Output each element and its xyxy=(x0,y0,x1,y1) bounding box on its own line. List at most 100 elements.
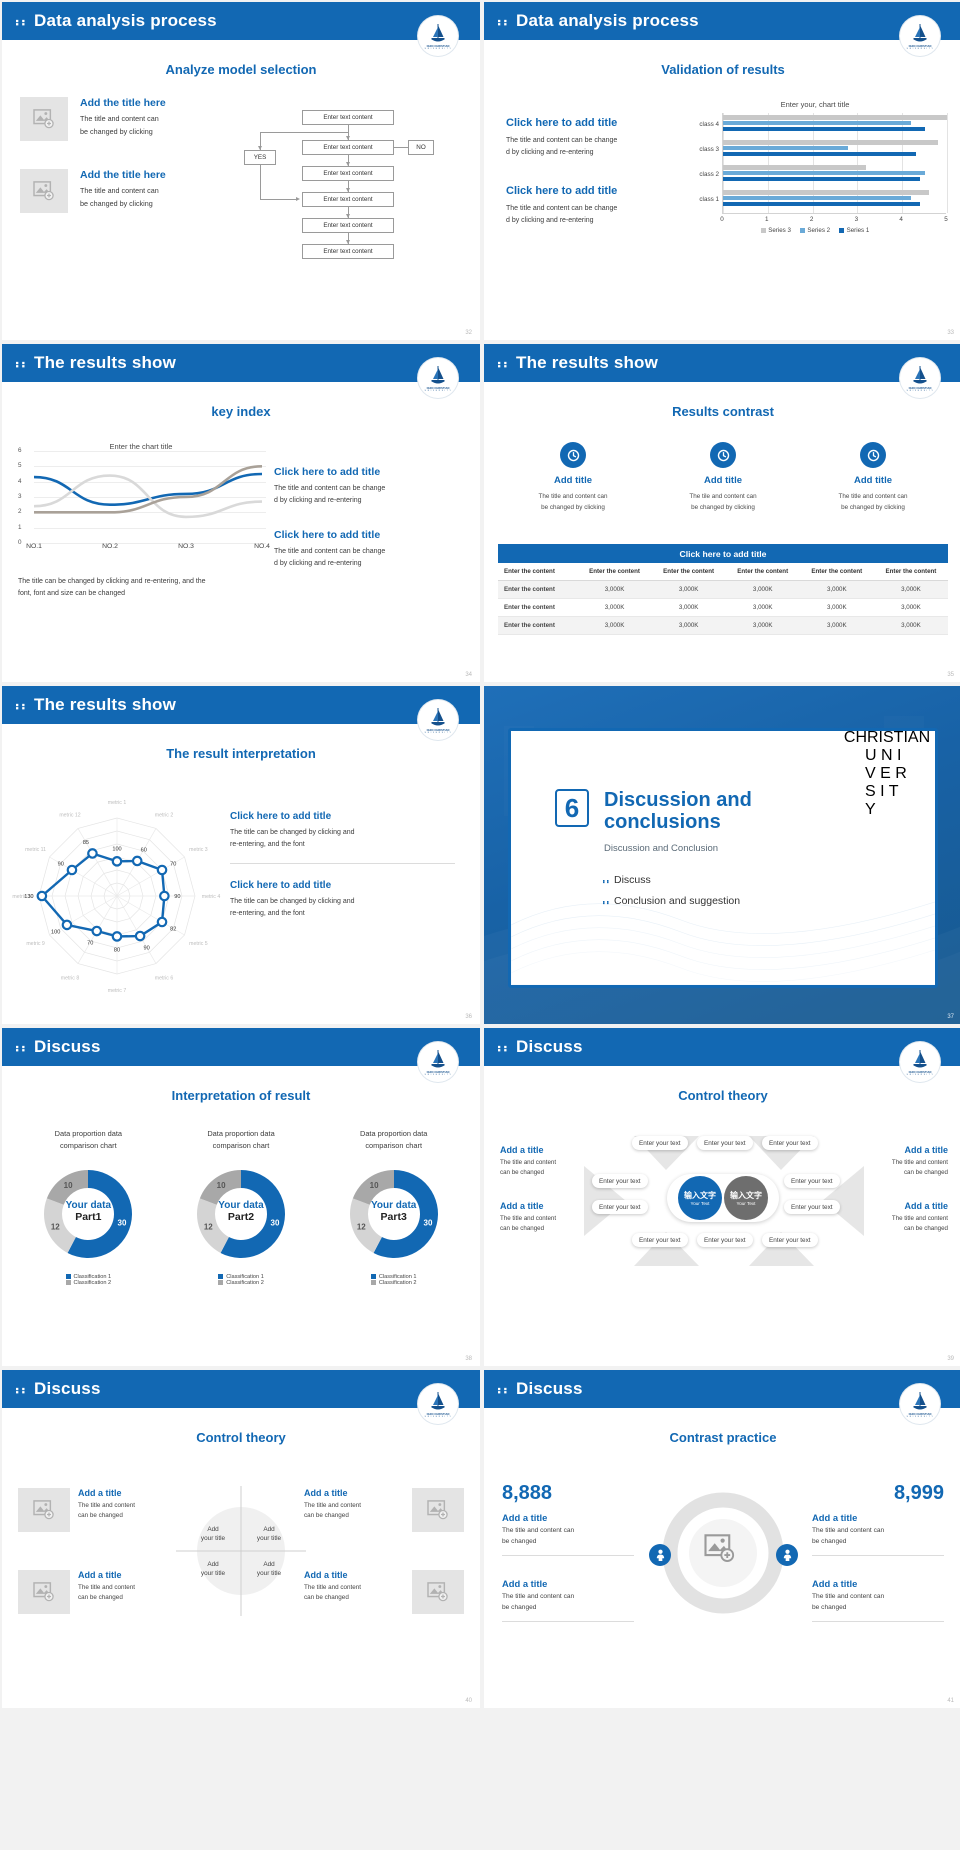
donut-slice[interactable] xyxy=(199,1169,241,1205)
legend-item[interactable]: Classification 2 xyxy=(218,1279,264,1286)
ring-image-placeholder[interactable] xyxy=(704,1534,736,1568)
bar-group[interactable]: class 1 xyxy=(699,190,946,208)
slide-result-interpretation[interactable]: :: The results show OHIO CHRISTIAN U N I… xyxy=(2,686,480,1024)
legend-item[interactable]: Classification 1 xyxy=(370,1273,416,1280)
quadrant-diagram[interactable]: Add your title Add your title Add your t… xyxy=(176,1486,306,1616)
bar-series-1[interactable] xyxy=(723,126,925,132)
result-card[interactable]: Add title The tile and content can be ch… xyxy=(648,442,798,513)
radar-point[interactable] xyxy=(91,925,103,937)
donut-slice[interactable] xyxy=(197,1198,229,1253)
pill-bottom-1[interactable]: Enter your text xyxy=(632,1233,688,1247)
radar-point[interactable] xyxy=(61,919,73,931)
slide-results-contrast[interactable]: :: The results show OHIO CHRISTIAN U N I… xyxy=(484,344,960,682)
table-row[interactable]: Enter the content 3,000K 3,000K 3,000K 3,000… xyxy=(498,616,948,635)
donut-chart[interactable]: Data proportion data comparison chart 30 12… xyxy=(12,1128,165,1289)
legend-item[interactable]: Classification 2 xyxy=(370,1279,416,1286)
radar-point[interactable] xyxy=(156,916,168,928)
image-placeholder[interactable] xyxy=(412,1488,464,1532)
bar-series-2[interactable] xyxy=(723,120,912,126)
radar-point[interactable] xyxy=(134,930,146,942)
radar-chart[interactable]: metric 1 metric 2 metric 3 metric 4 metric 5… xyxy=(10,796,225,996)
core-circle-gray[interactable]: 输入文字 Your Text xyxy=(724,1176,768,1220)
bar-series-1[interactable] xyxy=(723,176,921,182)
flow-box-4[interactable]: Enter text content xyxy=(302,192,394,207)
radar-point[interactable] xyxy=(156,864,168,876)
legend-item[interactable]: Classification 2 xyxy=(65,1279,111,1286)
radar-point[interactable] xyxy=(36,890,48,902)
pill-top-3[interactable]: Enter your text xyxy=(762,1136,818,1150)
content-item[interactable]: Add the title here The title and content… xyxy=(20,169,230,213)
flow-decision-no[interactable]: NO xyxy=(408,140,434,155)
pill-top-2[interactable]: Enter your text xyxy=(697,1136,753,1150)
quad-label-4[interactable]: Add your title xyxy=(246,1561,292,1578)
slide-data-analysis-process-2[interactable]: :: Data analysis process OHIO CHRISTIAN … xyxy=(484,2,960,340)
donut-slice[interactable] xyxy=(373,1169,438,1258)
donut-slice[interactable] xyxy=(352,1169,394,1205)
pill-left-1[interactable]: Enter your text xyxy=(592,1174,648,1188)
image-placeholder[interactable] xyxy=(412,1570,464,1614)
donut-slice[interactable] xyxy=(47,1169,89,1205)
pill-left-2[interactable]: Enter your text xyxy=(592,1200,648,1214)
table-row[interactable]: Enter the content 3,000K 3,000K 3,000K 3,000… xyxy=(498,580,948,599)
donut-slice[interactable] xyxy=(67,1169,133,1258)
pill-right-2[interactable]: Enter your text xyxy=(784,1200,840,1214)
bar-series-1[interactable] xyxy=(723,201,921,207)
radar-point[interactable] xyxy=(131,855,143,867)
flowchart-diagram[interactable]: Enter text content Enter text content En… xyxy=(230,102,466,277)
legend-item[interactable]: Series 2 xyxy=(799,227,830,234)
result-card[interactable]: Add title The title and content can be c… xyxy=(798,442,948,513)
quad-label-1[interactable]: Add your title xyxy=(190,1526,236,1543)
data-table[interactable]: Enter the content Enter the content Enter … xyxy=(498,563,948,635)
donut-chart[interactable]: Data proportion data comparison chart 30 12… xyxy=(165,1128,318,1289)
bar-series-3[interactable] xyxy=(723,190,930,195)
bar-series-1[interactable] xyxy=(723,151,916,157)
flow-decision-yes[interactable]: YES xyxy=(244,150,276,165)
legend-item[interactable]: Series 1 xyxy=(839,227,869,234)
flow-box-6[interactable]: Enter text content xyxy=(302,244,394,259)
flow-box-1[interactable]: Enter text content xyxy=(302,110,394,125)
bar-series-2[interactable] xyxy=(723,145,849,151)
legend-item[interactable]: Series 3 xyxy=(760,227,791,234)
donut-slice[interactable] xyxy=(44,1198,77,1253)
quad-label-3[interactable]: Add your title xyxy=(190,1561,236,1578)
pill-top-1[interactable]: Enter your text xyxy=(632,1136,688,1150)
slide-discuss-control-theory-2[interactable]: :: Discuss OHIO CHRISTIAN U N I V E R S … xyxy=(2,1370,480,1708)
flow-box-5[interactable]: Enter text content xyxy=(302,218,394,233)
radar-point[interactable] xyxy=(87,848,98,859)
bar-group[interactable]: class 2 xyxy=(699,165,946,183)
flow-box-3[interactable]: Enter text content xyxy=(302,166,394,181)
slide-data-analysis-process-1[interactable]: :: Data analysis process OHIO CHRISTIAN … xyxy=(2,2,480,340)
donut-chart[interactable]: Data proportion data comparison chart 30 12… xyxy=(317,1128,470,1289)
core-circle-blue[interactable]: 输入文字 Your Text xyxy=(678,1176,722,1220)
slide-section-cover-discussion[interactable]: OHIO CHRISTIAN U N I V E R S I T Y 6 Dis… xyxy=(484,686,960,1024)
table-row[interactable]: Enter the content 3,000K 3,000K 3,000K 3,000… xyxy=(498,598,948,617)
bar-series-3[interactable] xyxy=(723,115,947,120)
radar-point[interactable] xyxy=(111,931,123,942)
bar-series-2[interactable] xyxy=(723,170,925,176)
bullet-item[interactable]: :: Conclusion and suggestion xyxy=(600,891,752,912)
flow-box-2[interactable]: Enter text content xyxy=(302,140,394,155)
image-placeholder[interactable] xyxy=(20,169,68,213)
slide-discuss-contrast-practice[interactable]: :: Discuss OHIO CHRISTIAN U N I V E R S … xyxy=(484,1370,960,1708)
bullet-item[interactable]: :: Discuss xyxy=(600,870,752,891)
donut-slice[interactable] xyxy=(349,1198,382,1253)
legend-item[interactable]: Classification 1 xyxy=(218,1273,264,1280)
bar-group[interactable]: class 3 xyxy=(699,140,946,158)
content-item[interactable]: Add the title here The title and content… xyxy=(20,97,230,141)
donut-slice[interactable] xyxy=(220,1169,285,1258)
slide-discuss-control-theory-1[interactable]: :: Discuss OHIO CHRISTIAN U N I V E R S … xyxy=(484,1028,960,1366)
pill-bottom-2[interactable]: Enter your text xyxy=(697,1233,753,1247)
quad-label-2[interactable]: Add your title xyxy=(246,1526,292,1543)
pill-bottom-3[interactable]: Enter your text xyxy=(762,1233,818,1247)
control-core[interactable]: 输入文字 Your Text 输入文字 Your Text xyxy=(667,1174,779,1222)
radar-point[interactable] xyxy=(66,864,78,876)
slide-discuss-interpretation[interactable]: :: Discuss OHIO CHRISTIAN U N I V E R S … xyxy=(2,1028,480,1366)
radar-point[interactable] xyxy=(159,890,170,902)
contrast-ring-diagram[interactable] xyxy=(660,1490,786,1616)
bar-series-3[interactable] xyxy=(723,165,867,170)
bar-series-2[interactable] xyxy=(723,195,912,201)
results-table[interactable]: Click here to add title Enter the conten… xyxy=(498,544,948,635)
bar-chart[interactable]: Enter your, chart title class 1 class 2 cl… xyxy=(684,100,948,250)
image-placeholder[interactable] xyxy=(18,1570,70,1614)
